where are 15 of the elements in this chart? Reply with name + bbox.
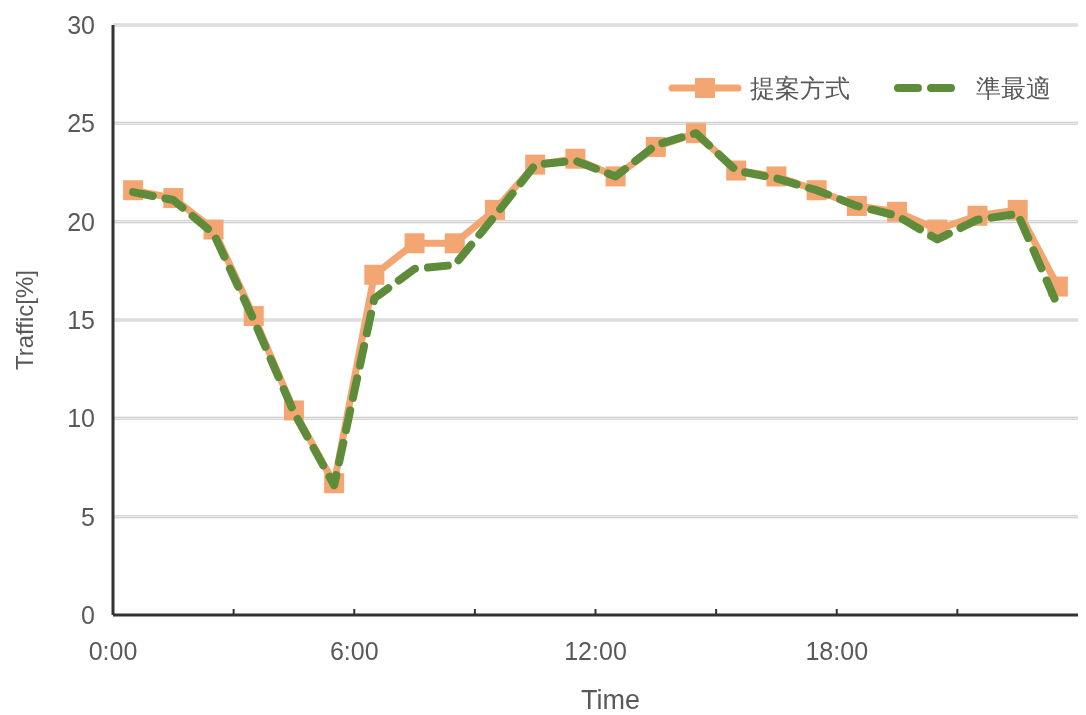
legend-label: 提案方式 (750, 74, 850, 102)
y-tick-label: 30 (67, 11, 95, 39)
x-tick-label: 12:00 (564, 637, 627, 665)
y-axis-title: Traffic[%] (11, 269, 38, 371)
y-tick-label: 25 (67, 109, 95, 138)
x-axis-title: Time (581, 685, 640, 715)
x-tick-label: 0:00 (88, 637, 138, 665)
y-tick-label: 20 (67, 207, 95, 236)
y-tick-label: 15 (67, 306, 95, 334)
x-tick-label: 6:00 (329, 637, 379, 665)
legend-label: 準最適 (976, 74, 1051, 102)
y-tick-label: 0 (81, 601, 95, 629)
x-tick-label: 18:00 (805, 637, 869, 665)
y-tick-label: 5 (81, 502, 95, 531)
y-tick-label: 10 (67, 404, 95, 433)
